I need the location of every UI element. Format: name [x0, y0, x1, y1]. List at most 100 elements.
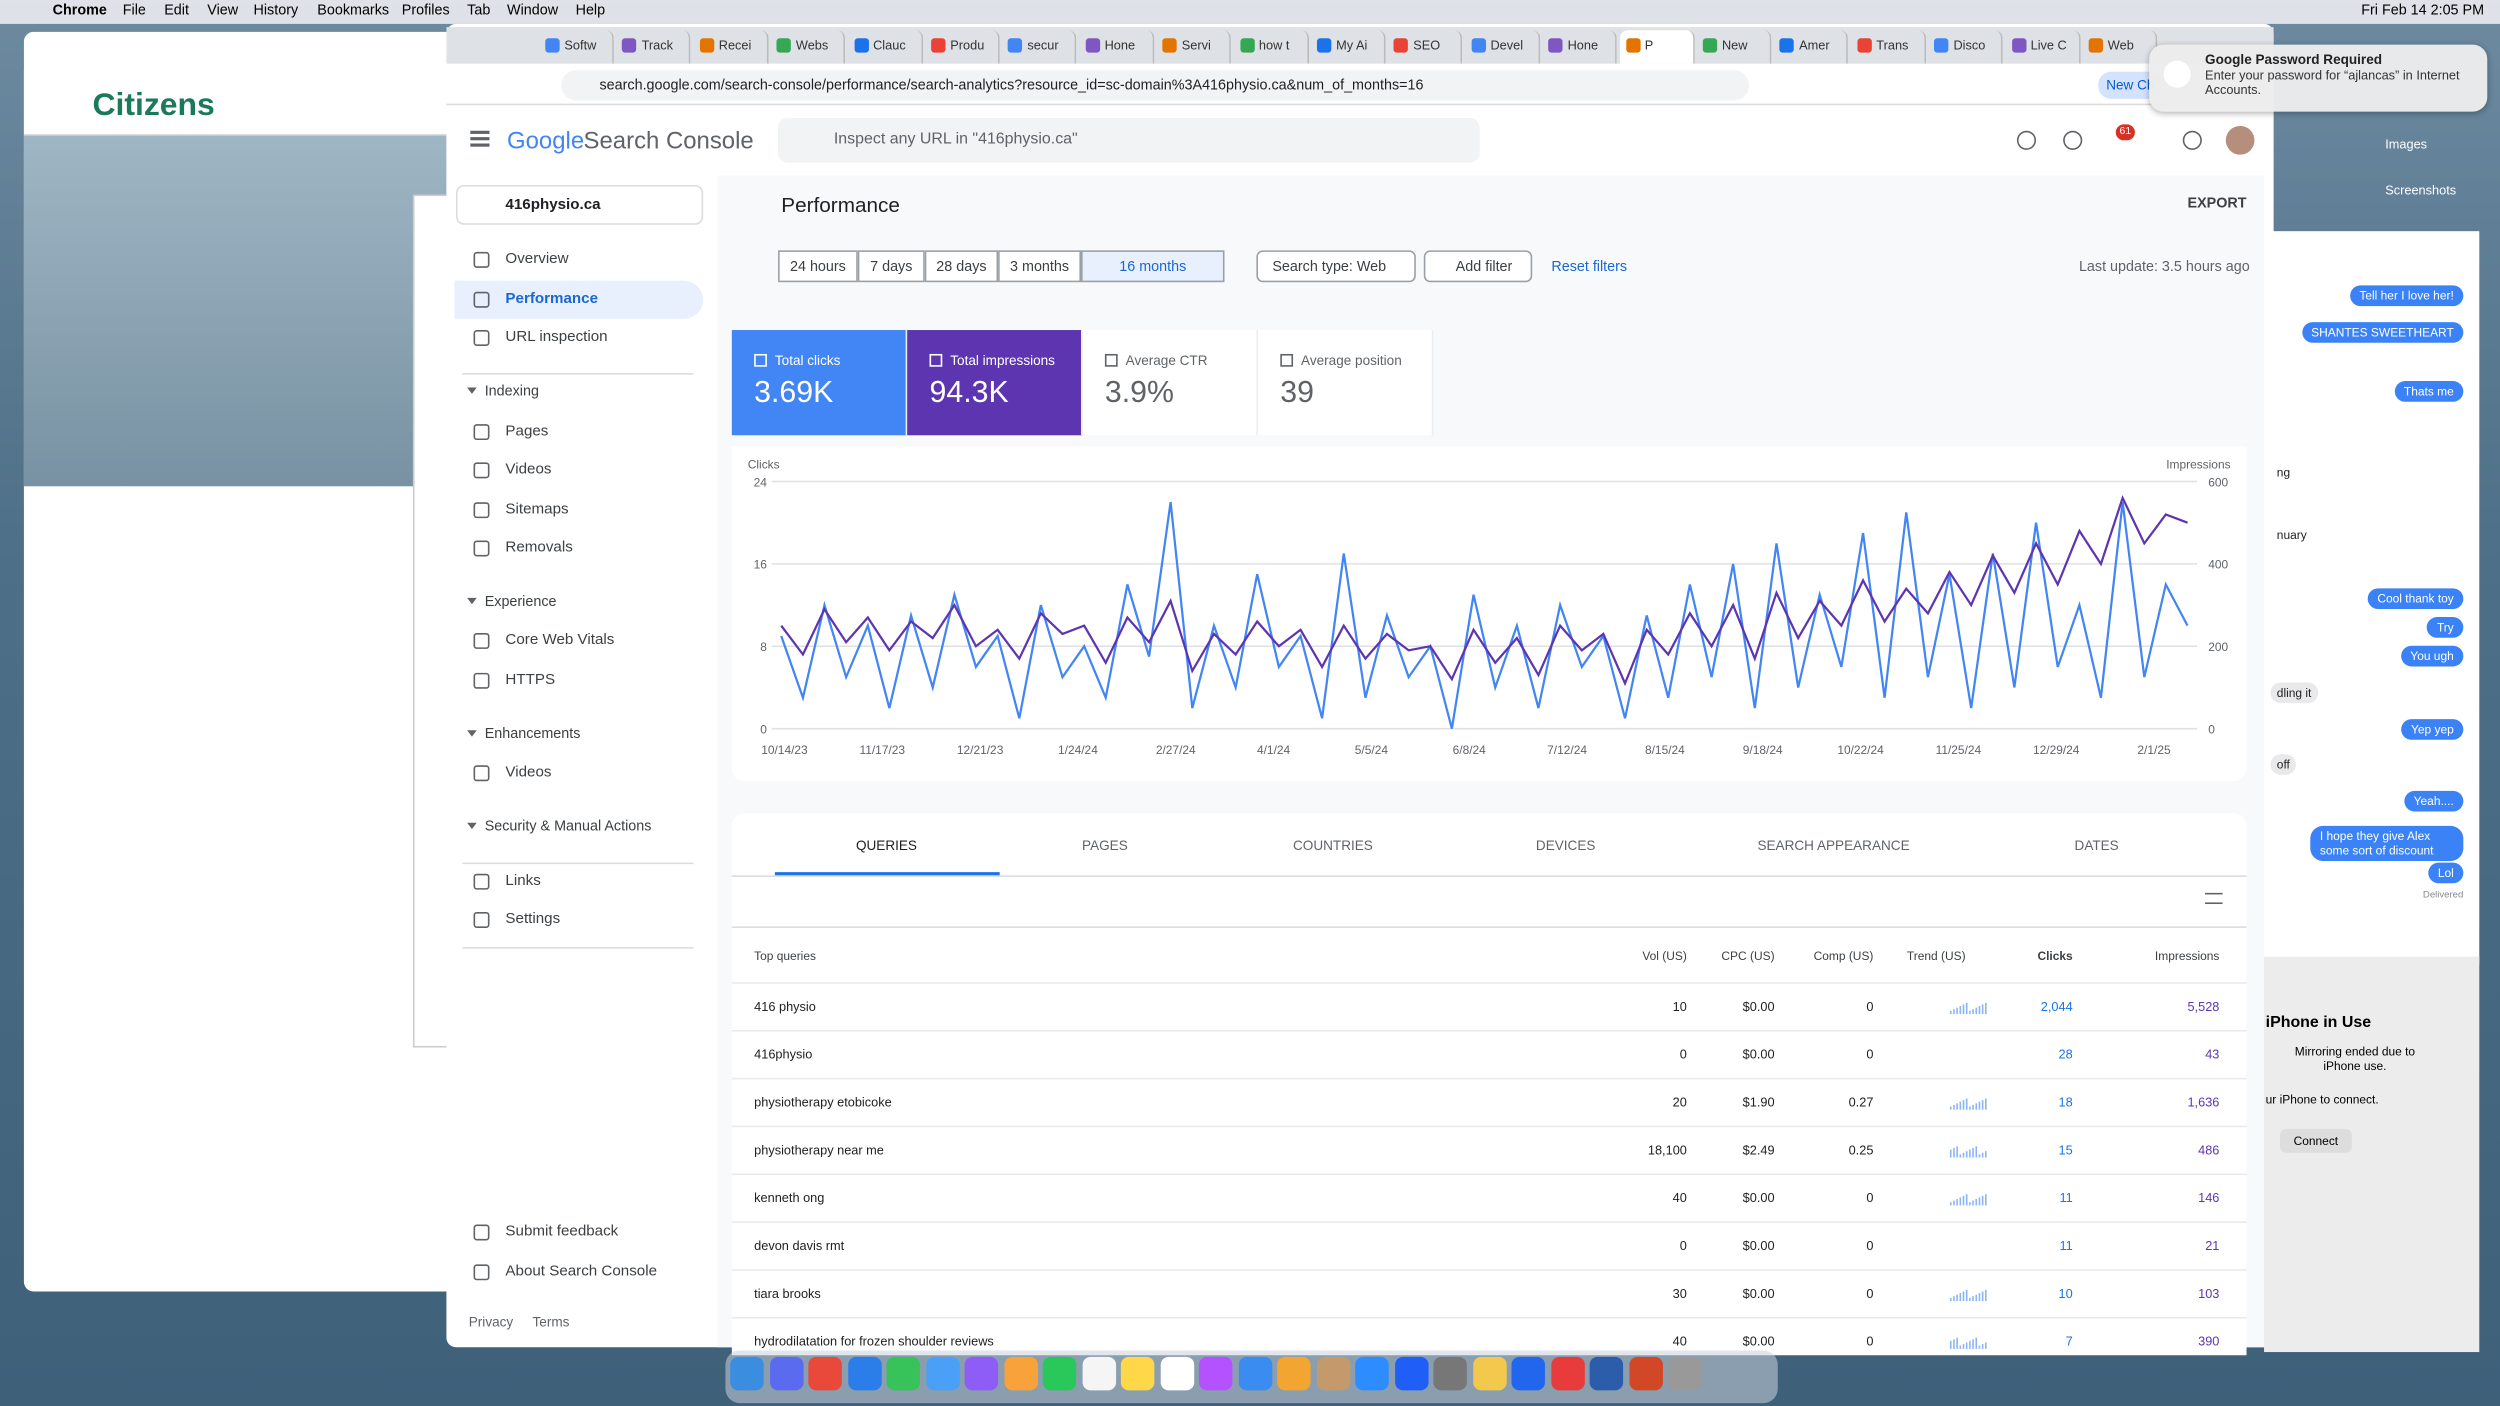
menu-item[interactable]: Edit: [164, 1, 189, 18]
tab[interactable]: Track: [616, 30, 691, 64]
range-chip[interactable]: 16 months: [1081, 250, 1225, 283]
tab[interactable]: SEARCH APPEARANCE: [1757, 837, 1910, 854]
property-selector[interactable]: [455, 184, 704, 225]
dock-icon[interactable]: [1120, 1356, 1155, 1391]
tab[interactable]: Hone: [1542, 30, 1618, 64]
tab[interactable]: Hone: [1079, 30, 1155, 64]
metric-card[interactable]: Average CTR 3.9%: [1082, 330, 1258, 436]
tab[interactable]: Trans: [1851, 30, 1926, 64]
tab[interactable]: how t: [1233, 30, 1309, 64]
dock-icon[interactable]: [1394, 1356, 1428, 1391]
column-header[interactable]: Impressions: [2154, 948, 2220, 964]
tab[interactable]: Servi: [1156, 30, 1232, 64]
dock-icon[interactable]: [769, 1356, 803, 1391]
nav-item[interactable]: Overview: [505, 250, 569, 268]
dock-icon[interactable]: [1238, 1356, 1272, 1391]
dock-icon[interactable]: [1081, 1356, 1116, 1391]
dock-icon[interactable]: [886, 1356, 920, 1391]
menu-item[interactable]: File: [122, 1, 146, 18]
query[interactable]: tiara brooks: [754, 1286, 821, 1302]
query[interactable]: physiotherapy etobicoke: [754, 1095, 892, 1110]
hamburger[interactable]: [470, 130, 490, 147]
tab[interactable]: DEVICES: [1535, 837, 1596, 854]
column-header[interactable]: Trend (US): [1906, 948, 1966, 964]
dock-icon[interactable]: [1589, 1356, 1624, 1391]
header-icon[interactable]: [2063, 130, 2083, 150]
range-chip[interactable]: 3 months: [998, 250, 1082, 283]
app-menu[interactable]: Chrome: [52, 1, 107, 18]
query[interactable]: 416 physio: [754, 999, 816, 1015]
tab[interactable]: Webs: [770, 30, 846, 64]
dock-icon[interactable]: [1628, 1356, 1663, 1391]
avatar[interactable]: [2225, 125, 2255, 155]
dock-icon[interactable]: [847, 1356, 881, 1391]
menu-item[interactable]: Profiles: [401, 1, 450, 18]
chip[interactable]: Search type: Web: [1256, 250, 1416, 283]
range-chip[interactable]: 7 days: [857, 250, 925, 283]
tab[interactable]: Softw: [539, 30, 614, 64]
tab[interactable]: Web: [2082, 30, 2158, 64]
tab[interactable]: DATES: [2074, 837, 2119, 854]
footer-link[interactable]: Privacy: [468, 1313, 514, 1330]
header-icon[interactable]: [2016, 130, 2037, 150]
tab[interactable]: COUNTRIES: [1293, 837, 1373, 854]
column-header[interactable]: Clicks: [2037, 948, 2073, 964]
tab[interactable]: Amer: [1774, 30, 1849, 64]
menu-item[interactable]: Tab: [467, 1, 491, 18]
dock-icon[interactable]: [925, 1356, 960, 1391]
query[interactable]: physiotherapy near me: [754, 1143, 884, 1158]
tab[interactable]: Clauc: [848, 30, 923, 64]
column-header[interactable]: CPC (US): [1721, 948, 1775, 964]
column-header[interactable]: Vol (US): [1642, 948, 1687, 964]
nav-item[interactable]: Performance: [505, 290, 599, 308]
tab[interactable]: Disco: [1928, 30, 2003, 64]
nav-item[interactable]: Sitemaps: [505, 500, 569, 519]
dock-icon[interactable]: [1667, 1356, 1702, 1391]
nav-item[interactable]: Removals: [505, 538, 573, 557]
tab[interactable]: Live C: [2005, 30, 2081, 64]
reset-filters[interactable]: Reset filters: [1551, 258, 1628, 275]
query[interactable]: hydrodilatation for frozen shoulder revi…: [754, 1334, 994, 1349]
column-header[interactable]: Comp (US): [1813, 948, 1874, 964]
range-chip[interactable]: 28 days: [924, 250, 999, 283]
dock-icon[interactable]: [964, 1356, 999, 1391]
tab[interactable]: PAGES: [1082, 837, 1128, 854]
footer-link[interactable]: Terms: [532, 1313, 570, 1330]
tab[interactable]: QUERIES: [855, 837, 917, 854]
nav-item[interactable]: Submit feedback: [505, 1222, 619, 1241]
nav-section[interactable]: Experience: [484, 593, 557, 610]
dock-icon[interactable]: [1472, 1356, 1506, 1391]
nav-item[interactable]: Pages: [505, 422, 549, 441]
nav-item[interactable]: HTTPS: [505, 671, 556, 689]
metric-card[interactable]: Average position 39: [1257, 330, 1434, 436]
filter-icon[interactable]: [2205, 892, 2223, 905]
tab[interactable]: SEO: [1388, 30, 1463, 64]
query[interactable]: 416physio: [754, 1047, 813, 1062]
nav-item[interactable]: URL inspection: [505, 328, 608, 346]
menu-item[interactable]: Bookmarks: [317, 1, 390, 18]
range-chip[interactable]: 24 hours: [778, 250, 858, 283]
menu-item[interactable]: View: [207, 1, 239, 18]
dock-icon[interactable]: [1433, 1356, 1467, 1391]
search-box[interactable]: [778, 117, 1480, 163]
tab[interactable]: Produ: [925, 30, 1000, 64]
tab[interactable]: Recei: [693, 30, 769, 64]
dock-icon[interactable]: [1355, 1356, 1389, 1391]
nav-item[interactable]: Links: [505, 872, 541, 890]
nav-item[interactable]: Settings: [505, 910, 561, 928]
nav-section[interactable]: Security & Manual Actions: [484, 817, 652, 834]
dock-icon[interactable]: [1316, 1356, 1350, 1391]
header-icon[interactable]: [2182, 130, 2202, 150]
query[interactable]: devon davis rmt: [754, 1238, 845, 1254]
dock-icon[interactable]: [1159, 1356, 1194, 1391]
dock-icon[interactable]: [1277, 1356, 1311, 1391]
connect-button[interactable]: Connect: [2279, 1128, 2352, 1153]
query[interactable]: kenneth ong: [754, 1191, 825, 1206]
export[interactable]: EXPORT: [2187, 194, 2247, 211]
tab[interactable]: My Ai: [1311, 30, 1386, 64]
nav-item[interactable]: Core Web Vitals: [505, 631, 615, 649]
active-tab[interactable]: P: [1619, 30, 1695, 64]
dock-icon[interactable]: [1003, 1356, 1038, 1391]
tab[interactable]: Devel: [1465, 30, 1540, 64]
menu-item[interactable]: History: [253, 1, 299, 18]
